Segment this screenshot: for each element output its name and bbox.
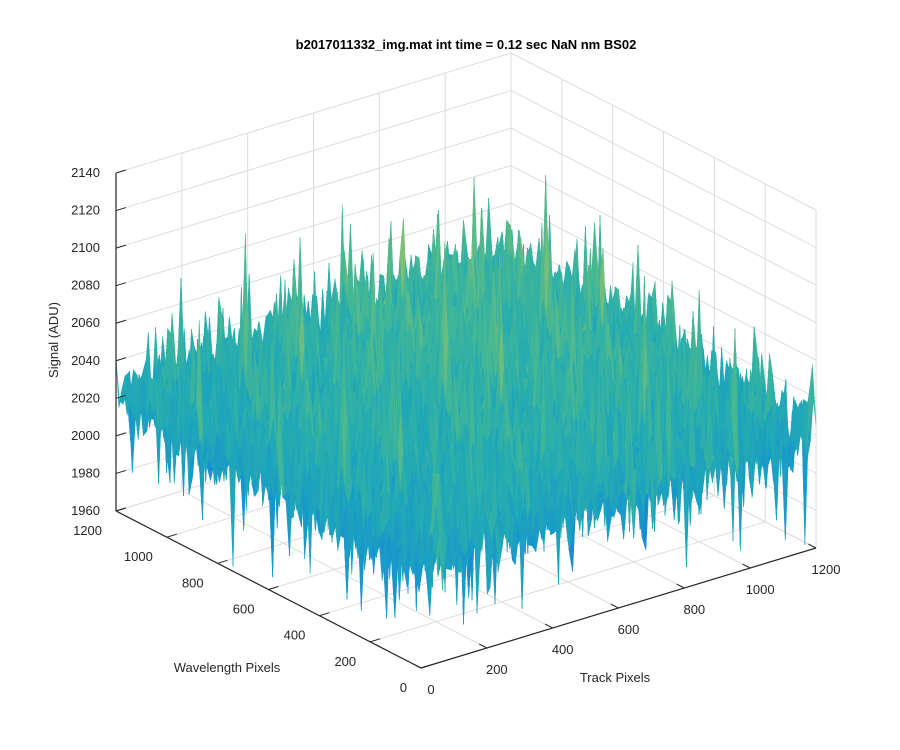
surface-mesh bbox=[115, 174, 817, 625]
grid-line bbox=[115, 165, 512, 287]
grid-line bbox=[510, 127, 817, 286]
grid-line bbox=[510, 52, 817, 211]
grid-line bbox=[510, 202, 817, 361]
grid-line bbox=[115, 90, 512, 212]
grid-line bbox=[115, 127, 512, 249]
grid-line bbox=[510, 165, 817, 324]
grid-line bbox=[510, 90, 817, 249]
grid-line bbox=[370, 521, 766, 643]
grid-line bbox=[115, 52, 512, 174]
